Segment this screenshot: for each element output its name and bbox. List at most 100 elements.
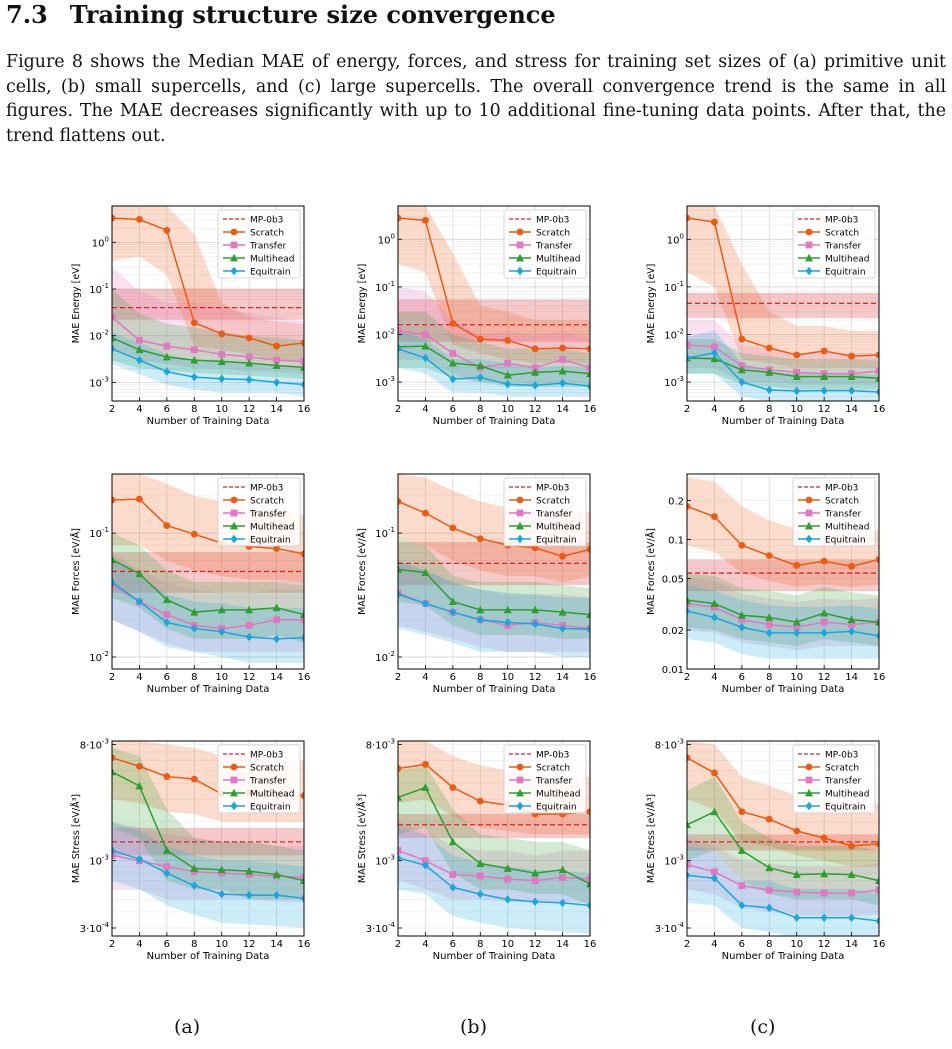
plot-area: [398, 206, 590, 401]
x-axis-label: Number of Training Data: [433, 951, 556, 962]
data-point-transfer: [875, 886, 879, 894]
x-tick-label: 6: [739, 404, 745, 415]
chart-b-forces: 2 4 6 8 10 12 14 16 Number of Training Data 10-2 1…: [356, 473, 597, 695]
x-tick-label: 16: [584, 672, 597, 683]
baseline-band: [112, 552, 304, 593]
series-line-transfer: [687, 602, 879, 629]
data-point-transfer: [765, 621, 773, 629]
data-point-multihead: [162, 846, 171, 854]
x-tick-label: 6: [164, 939, 170, 950]
legend-label-mp-0b3: MP-0b3: [250, 216, 283, 226]
legend-marker-scratch: [230, 228, 238, 236]
y-axis-label: MAE Forces [eV/Å]: [645, 528, 657, 615]
legend-label-multihead: Multihead: [250, 790, 294, 800]
band-transfer: [687, 837, 879, 917]
data-point-multihead: [687, 820, 691, 829]
x-tick-label: 14: [556, 404, 569, 415]
x-tick-label: 6: [164, 672, 170, 683]
data-point-equitrain: [559, 378, 566, 388]
data-point-scratch: [218, 330, 226, 338]
data-point-transfer: [218, 350, 226, 358]
data-point-transfer: [559, 355, 566, 363]
data-point-equitrain: [449, 374, 457, 384]
x-tick-label: 14: [845, 939, 858, 950]
data-point-scratch: [687, 214, 691, 222]
data-point-scratch: [586, 545, 590, 553]
band-equitrain: [398, 827, 590, 934]
data-point-equitrain: [793, 913, 801, 923]
y-tick-label: 100: [378, 232, 395, 246]
data-point-scratch: [300, 550, 304, 558]
data-point-transfer: [163, 342, 171, 350]
plot-area: [687, 206, 879, 401]
legend-label-multihead: Multihead: [825, 255, 869, 265]
data-point-multihead: [135, 781, 144, 790]
y-tick-label: 8·10-3: [366, 737, 395, 751]
legend-label-mp-0b3: MP-0b3: [825, 751, 858, 761]
data-point-scratch: [559, 344, 566, 352]
plot-frame: [397, 473, 591, 670]
y-tick-label: 10-3: [664, 854, 684, 868]
data-point-multihead: [135, 569, 144, 578]
data-point-equitrain: [793, 628, 801, 638]
data-point-scratch: [163, 227, 171, 234]
y-tick-label: 10-3: [89, 375, 109, 389]
data-point-scratch: [300, 792, 304, 800]
data-point-equitrain: [504, 895, 512, 904]
data-point-scratch: [820, 347, 828, 355]
series-line-multihead: [398, 568, 590, 616]
x-tick-label: 2: [684, 939, 690, 950]
data-point-transfer: [136, 336, 143, 344]
x-tick-label: 8: [191, 404, 197, 415]
y-axis-label: MAE Stress [eV/Å³]: [70, 794, 82, 883]
x-tick-label: 8: [191, 939, 197, 950]
x-tick-label: 14: [845, 404, 858, 415]
data-point-scratch: [559, 552, 566, 560]
legend-marker-multihead: [230, 788, 238, 797]
data-point-transfer: [531, 877, 539, 885]
data-point-multihead: [558, 607, 567, 616]
legend-marker-transfer: [516, 241, 524, 249]
x-tick-label: 6: [450, 404, 456, 415]
data-point-scratch: [422, 760, 429, 768]
y-tick-label: 0.05: [662, 574, 684, 585]
legend-label-multihead: Multihead: [825, 523, 869, 533]
data-point-transfer: [531, 364, 539, 372]
legend-marker-multihead: [805, 788, 813, 797]
x-tick-label: 14: [556, 672, 569, 683]
data-point-multihead: [737, 611, 746, 619]
data-point-multihead: [272, 361, 281, 369]
x-tick-label: 2: [109, 939, 115, 950]
y-tick-label: 0.2: [668, 496, 684, 507]
x-tick-label: 4: [711, 939, 717, 950]
data-point-scratch: [422, 509, 429, 517]
legend-label-mp-0b3: MP-0b3: [250, 484, 283, 494]
legend-marker-multihead: [230, 253, 238, 262]
x-tick-label: 10: [215, 939, 228, 950]
data-point-multihead: [765, 613, 774, 621]
data-point-multihead: [476, 859, 485, 867]
x-tick-label: 4: [136, 939, 142, 950]
y-tick-label: 3·10-4: [366, 921, 396, 935]
band-transfer: [398, 560, 590, 652]
legend-marker-equitrain: [230, 534, 238, 544]
data-point-equitrain: [531, 381, 539, 390]
series-line-transfer: [398, 329, 590, 369]
y-tick-label: 10-2: [664, 327, 684, 341]
legend-marker-scratch: [230, 496, 238, 504]
data-point-transfer: [586, 875, 590, 883]
data-point-multihead: [398, 793, 402, 801]
x-tick-label: 16: [873, 404, 886, 415]
series-line-scratch: [687, 217, 879, 357]
data-point-equitrain: [820, 628, 828, 638]
data-point-multihead: [503, 864, 512, 872]
y-tick-label: 10-1: [664, 280, 684, 294]
data-point-transfer: [245, 871, 253, 878]
data-point-scratch: [449, 320, 457, 327]
data-point-multihead: [820, 608, 829, 617]
plot-frame: [686, 740, 880, 937]
data-point-scratch: [163, 522, 171, 529]
data-point-equitrain: [112, 846, 116, 855]
data-point-equitrain: [398, 344, 402, 353]
data-point-multihead: [421, 783, 430, 791]
